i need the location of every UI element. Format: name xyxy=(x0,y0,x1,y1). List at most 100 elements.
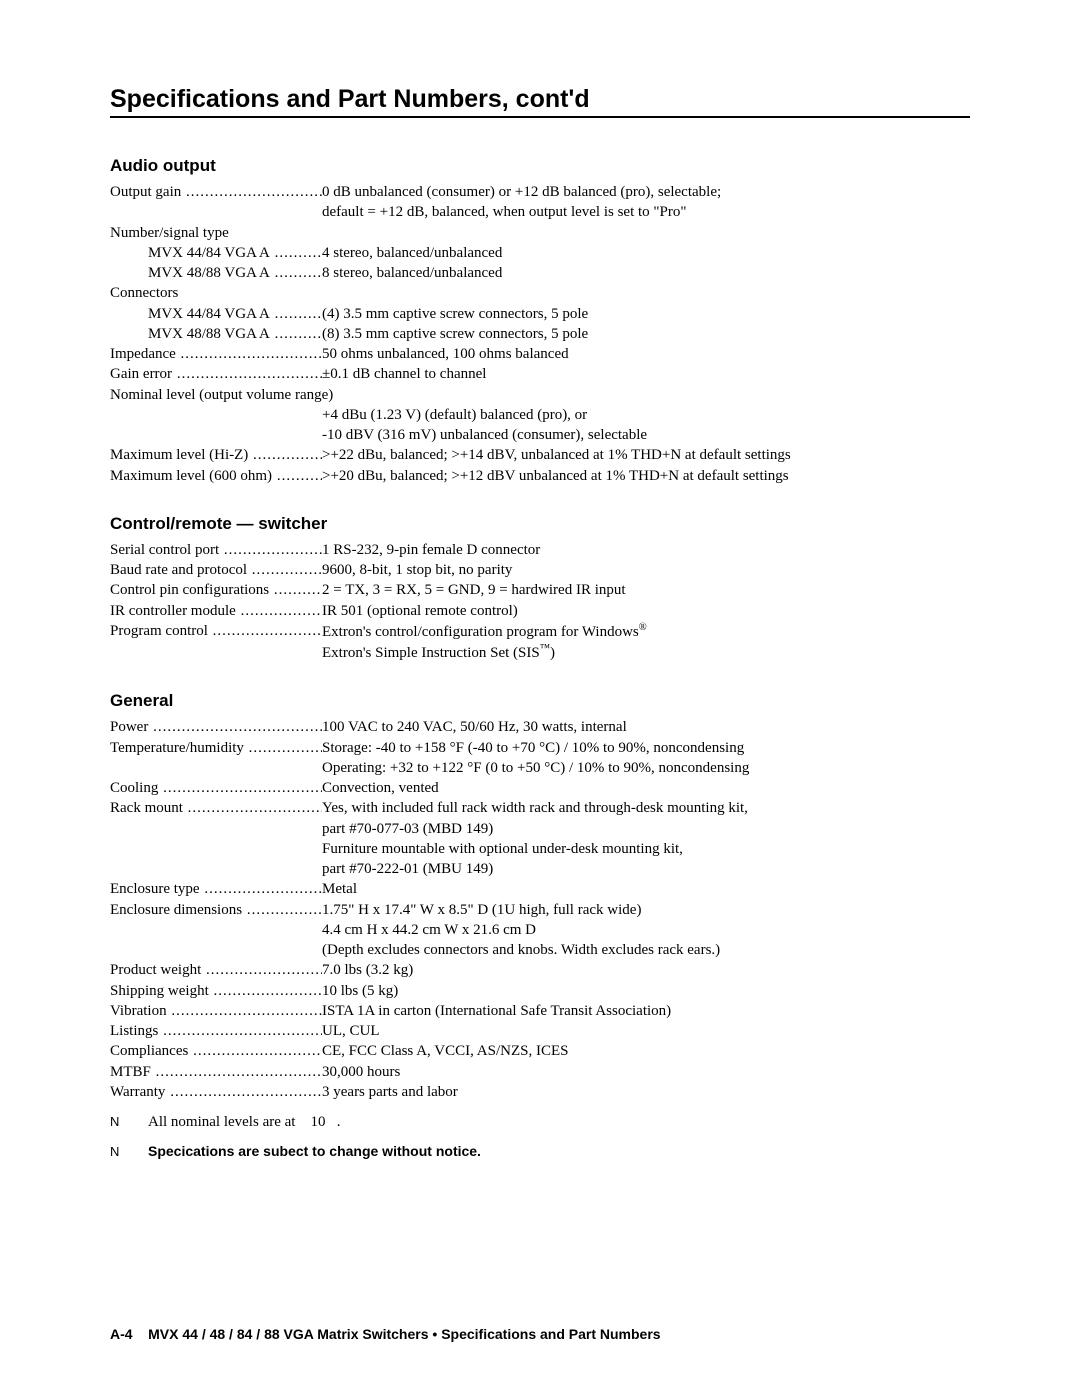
spec-text: Extron's Simple Instruction Set (SIS xyxy=(322,645,540,661)
note-mark: N xyxy=(110,1114,148,1129)
page-footer: A-4 MVX 44 / 48 / 84 / 88 VGA Matrix Swi… xyxy=(110,1326,970,1342)
spec-label: Vibration xyxy=(110,1001,322,1021)
spec-row: Nominal level (output volume range) xyxy=(110,385,970,405)
page-number: A-4 xyxy=(110,1326,133,1342)
spec-row: Product weight 7.0 lbs (3.2 kg) xyxy=(110,960,970,980)
spec-value: (4) 3.5 mm captive screw connectors, 5 p… xyxy=(322,304,970,324)
spec-label: Product weight xyxy=(110,960,322,980)
spec-row: Listings UL, CUL xyxy=(110,1021,970,1041)
spec-value: 9600, 8-bit, 1 stop bit, no parity xyxy=(322,560,970,580)
spec-label: Temperature/humidity xyxy=(110,738,322,758)
spec-row: Impedance 50 ohms unbalanced, 100 ohms b… xyxy=(110,344,970,364)
spec-row: Compliances CE, FCC Class A, VCCI, AS/NZ… xyxy=(110,1041,970,1061)
spec-label: Output gain xyxy=(110,182,322,202)
page-title: Specifications and Part Numbers, cont'd xyxy=(110,85,970,118)
spec-value: 4.4 cm H x 44.2 cm W x 21.6 cm D xyxy=(322,920,970,940)
spec-value: ISTA 1A in carton (International Safe Tr… xyxy=(322,1001,970,1021)
spec-row: -10 dBV (316 mV) unbalanced (consumer), … xyxy=(110,425,970,445)
spec-value: IR 501 (optional remote control) xyxy=(322,601,970,621)
spec-value: Furniture mountable with optional under-… xyxy=(322,839,970,859)
spec-label: Enclosure type xyxy=(110,879,322,899)
spec-label-blank xyxy=(110,405,322,425)
spec-value: 1.75" H x 17.4" W x 8.5" D (1U high, ful… xyxy=(322,900,970,920)
note-row: N All nominal levels are at 10 . xyxy=(110,1114,970,1131)
spec-row: MVX 44/84 VGA A (4) 3.5 mm captive screw… xyxy=(110,304,970,324)
spec-row: Serial control port 1 RS-232, 9-pin fema… xyxy=(110,540,970,560)
spec-row: Warranty 3 years parts and labor xyxy=(110,1082,970,1102)
spec-value: 3 years parts and labor xyxy=(322,1082,970,1102)
spec-value: 10 lbs (5 kg) xyxy=(322,981,970,1001)
note-segment: All nominal levels are at xyxy=(148,1114,299,1130)
spec-row: Number/signal type xyxy=(110,223,970,243)
spec-row: Maximum level (600 ohm) >+20 dBu, balanc… xyxy=(110,466,970,486)
spec-value: Convection, vented xyxy=(322,778,970,798)
spec-row: +4 dBu (1.23 V) (default) balanced (pro)… xyxy=(110,405,970,425)
spec-row: Temperature/humidity Storage: -40 to +15… xyxy=(110,738,970,758)
section-heading-audio: Audio output xyxy=(110,156,970,176)
spec-row: Baud rate and protocol 9600, 8-bit, 1 st… xyxy=(110,560,970,580)
spec-row: MVX 44/84 VGA A 4 stereo, balanced/unbal… xyxy=(110,243,970,263)
spec-label: Rack mount xyxy=(110,798,322,818)
spec-row: Extron's Simple Instruction Set (SIS™) xyxy=(110,642,970,663)
spec-row: Output gain 0 dB unbalanced (consumer) o… xyxy=(110,182,970,202)
spec-label: Connectors xyxy=(110,283,322,303)
spec-text: ) xyxy=(550,645,555,661)
spec-label: MVX 44/84 VGA A xyxy=(110,243,322,263)
spec-label-blank xyxy=(110,920,322,940)
spec-row: Cooling Convection, vented xyxy=(110,778,970,798)
spec-label-blank xyxy=(110,859,322,879)
spec-value: 7.0 lbs (3.2 kg) xyxy=(322,960,970,980)
spec-label-blank xyxy=(110,819,322,839)
spec-label: MTBF xyxy=(110,1062,322,1082)
spec-value: Yes, with included full rack width rack … xyxy=(322,798,970,818)
spec-value: +4 dBu (1.23 V) (default) balanced (pro)… xyxy=(322,405,970,425)
spec-value: Metal xyxy=(322,879,970,899)
note-text: Specications are subect to change withou… xyxy=(148,1143,481,1159)
spec-label: Compliances xyxy=(110,1041,322,1061)
spec-value xyxy=(322,223,970,243)
spec-value: 2 = TX, 3 = RX, 5 = GND, 9 = hardwired I… xyxy=(322,580,970,600)
spec-value: 8 stereo, balanced/unbalanced xyxy=(322,263,970,283)
spec-row: (Depth excludes connectors and knobs. Wi… xyxy=(110,940,970,960)
spec-row: Operating: +32 to +122 °F (0 to +50 °C) … xyxy=(110,758,970,778)
spec-value: Operating: +32 to +122 °F (0 to +50 °C) … xyxy=(322,758,970,778)
spec-label: Enclosure dimensions xyxy=(110,900,322,920)
spec-row: Shipping weight 10 lbs (5 kg) xyxy=(110,981,970,1001)
spec-row: IR controller module IR 501 (optional re… xyxy=(110,601,970,621)
spec-label: Number/signal type xyxy=(110,223,322,243)
spec-value: >+22 dBu, balanced; >+14 dBV, unbalanced… xyxy=(322,445,970,465)
spec-label: MVX 48/88 VGA A xyxy=(110,263,322,283)
spec-row: Power 100 VAC to 240 VAC, 50/60 Hz, 30 w… xyxy=(110,717,970,737)
spec-row: Enclosure dimensions 1.75" H x 17.4" W x… xyxy=(110,900,970,920)
spec-value: 0 dB unbalanced (consumer) or +12 dB bal… xyxy=(322,182,970,202)
spec-label: Shipping weight xyxy=(110,981,322,1001)
document-page: Specifications and Part Numbers, cont'd … xyxy=(0,0,1080,1397)
spec-row: default = +12 dB, balanced, when output … xyxy=(110,202,970,222)
spec-label: Maximum level (600 ohm) xyxy=(110,466,322,486)
spec-row: Enclosure type Metal xyxy=(110,879,970,899)
spec-value: UL, CUL xyxy=(322,1021,970,1041)
spec-row: Control pin configurations 2 = TX, 3 = R… xyxy=(110,580,970,600)
spec-label: Listings xyxy=(110,1021,322,1041)
spec-label-blank xyxy=(110,758,322,778)
spec-value: default = +12 dB, balanced, when output … xyxy=(322,202,970,222)
spec-label: Program control xyxy=(110,621,322,642)
spec-value: 4 stereo, balanced/unbalanced xyxy=(322,243,970,263)
note-segment: 10 xyxy=(310,1114,325,1130)
spec-label: MVX 48/88 VGA A xyxy=(110,324,322,344)
spec-label-blank xyxy=(110,202,322,222)
spec-row: part #70-222-01 (MBU 149) xyxy=(110,859,970,879)
spec-row: Rack mount Yes, with included full rack … xyxy=(110,798,970,818)
spec-value: part #70-077-03 (MBD 149) xyxy=(322,819,970,839)
spec-row: MVX 48/88 VGA A (8) 3.5 mm captive screw… xyxy=(110,324,970,344)
spec-label: Power xyxy=(110,717,322,737)
spec-text: Extron's control/configuration program f… xyxy=(322,624,639,640)
spec-label-blank xyxy=(110,940,322,960)
spec-value xyxy=(322,283,970,303)
spec-row: Vibration ISTA 1A in carton (Internation… xyxy=(110,1001,970,1021)
spec-row: MVX 48/88 VGA A 8 stereo, balanced/unbal… xyxy=(110,263,970,283)
section-heading-general: General xyxy=(110,691,970,711)
spec-value: part #70-222-01 (MBU 149) xyxy=(322,859,970,879)
spec-value: Storage: -40 to +158 °F (-40 to +70 °C) … xyxy=(322,738,970,758)
spec-value: Extron's Simple Instruction Set (SIS™) xyxy=(322,642,970,663)
